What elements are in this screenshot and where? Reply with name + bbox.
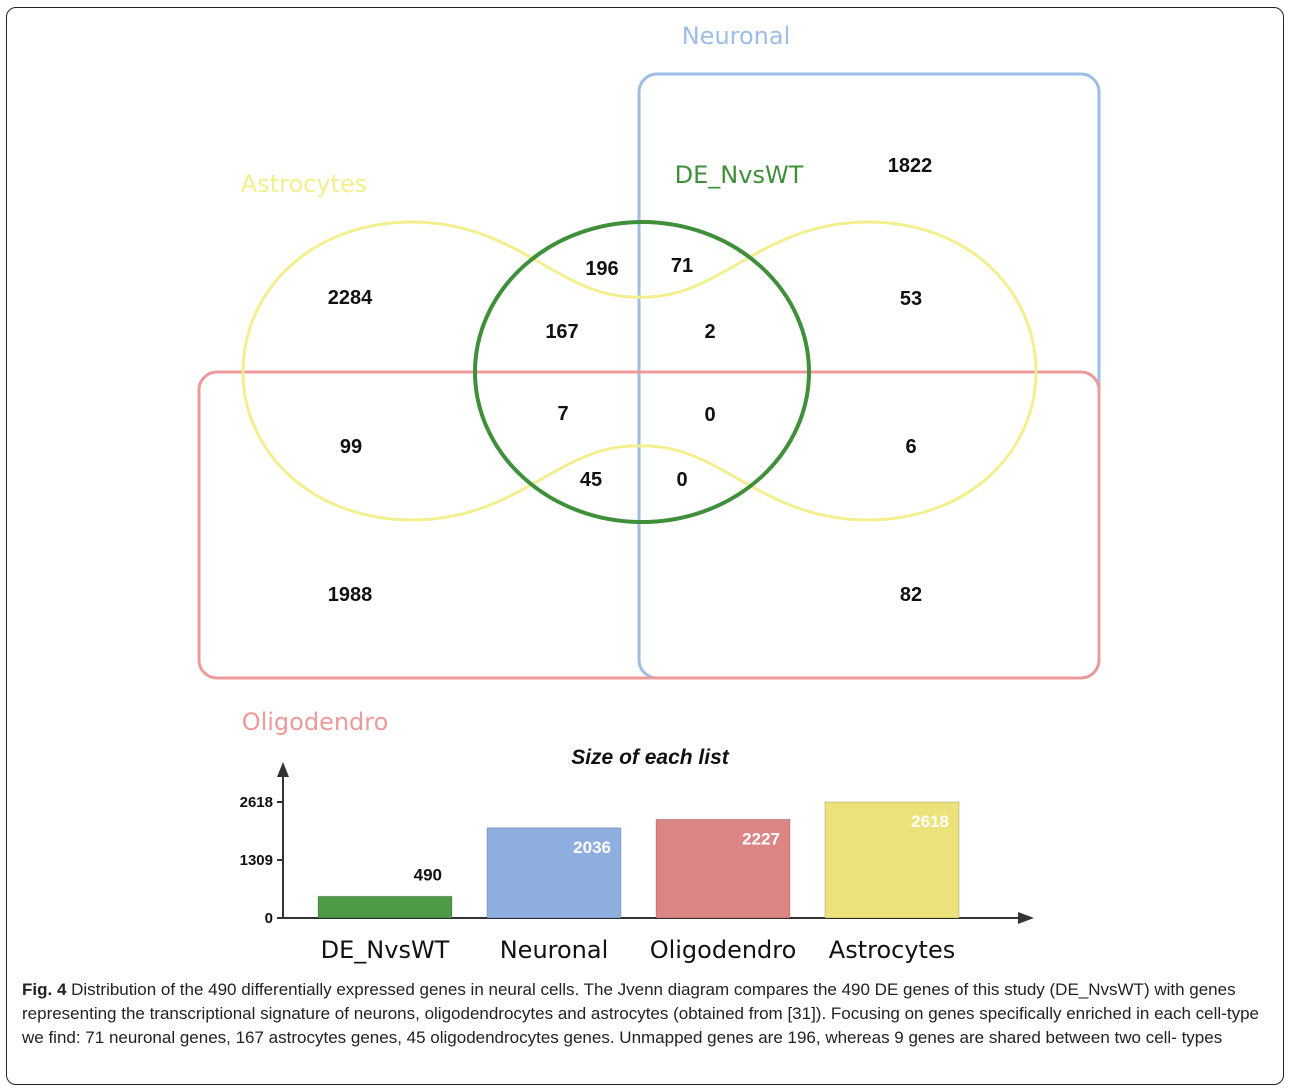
y-tick-label-1: 1309 [240, 852, 273, 869]
region-count-neuronal-oligo: 82 [900, 584, 922, 606]
caption-label: Fig. 4 [22, 980, 67, 999]
bar-value-de-nvswt: 490 [414, 865, 442, 884]
set-oligodendro-shape [197, 370, 1101, 680]
set-label-neuronal: Neuronal [682, 22, 791, 50]
category-label-astrocytes: Astrocytes [829, 936, 955, 964]
x-axis-arrow [1018, 912, 1034, 924]
region-count-all-four: 0 [704, 404, 715, 426]
y-axis-arrow [277, 762, 289, 777]
bar-chart-title: Size of each list [571, 746, 730, 769]
bar-value-astrocytes: 2618 [911, 812, 949, 831]
category-label-neuronal: Neuronal [500, 936, 609, 964]
y-tick-label-0: 0 [265, 910, 273, 927]
bar-value-neuronal: 2036 [573, 838, 611, 857]
bar-de-nvswt [317, 895, 453, 919]
set-label-de-nvswt: DE_NvsWT [675, 161, 804, 189]
category-labels: DE_NvsWT Neuronal Oligodendro Astrocytes [321, 936, 956, 964]
region-count-astro-de-neuronal: 2 [704, 321, 715, 343]
set-astrocytes-shape [241, 220, 1038, 522]
y-axis-ticks: 0 1309 2618 [240, 794, 283, 927]
region-count-de-only: 196 [585, 258, 618, 280]
bar-neuronal [486, 827, 622, 919]
region-count-astro-neuronal: 53 [900, 288, 922, 310]
caption-text: Distribution of the 490 differentially e… [22, 980, 1259, 1047]
bar-chart: Size of each list 0 1309 2618 490 2036 2227 2… [240, 746, 1034, 964]
figure-caption: Fig. 4 Distribution of the 490 different… [22, 978, 1262, 1050]
category-label-de-nvswt: DE_NvsWT [321, 936, 450, 964]
bars: 490 2036 2227 2618 [317, 801, 960, 919]
region-count-oligo-only: 1988 [328, 584, 373, 606]
venn-region-counts: 1822 2284 196 71 53 167 2 99 7 0 6 45 0 … [328, 155, 933, 606]
figure-frame [6, 7, 1284, 1085]
set-label-astrocytes: Astrocytes [241, 170, 367, 198]
region-count-astro-neuronal-oligo: 6 [905, 436, 916, 458]
figure-canvas: Neuronal Astrocytes DE_NvsWT Oligodendro… [197, 22, 1101, 964]
region-count-neuronal-only: 1822 [888, 155, 933, 177]
set-de-nvswt-shape [473, 220, 811, 524]
category-label-oligodendro: Oligodendro [650, 936, 797, 964]
region-count-de-neuronal: 71 [671, 255, 693, 277]
y-tick-label-2: 2618 [240, 794, 273, 811]
bar-value-oligodendro: 2227 [742, 829, 780, 848]
set-label-oligodendro: Oligodendro [242, 708, 389, 736]
region-count-astro-de: 167 [545, 321, 578, 343]
region-count-de-oligo: 45 [580, 469, 602, 491]
region-count-de-neuronal-oligo: 0 [676, 469, 687, 491]
bar-astrocytes [824, 801, 960, 919]
region-count-astro-oligo: 99 [340, 436, 362, 458]
region-count-astrocytes-only: 2284 [328, 287, 373, 309]
region-count-astro-de-oligo: 7 [557, 403, 568, 425]
venn-diagram [197, 72, 1101, 680]
bar-oligodendro [655, 818, 791, 919]
